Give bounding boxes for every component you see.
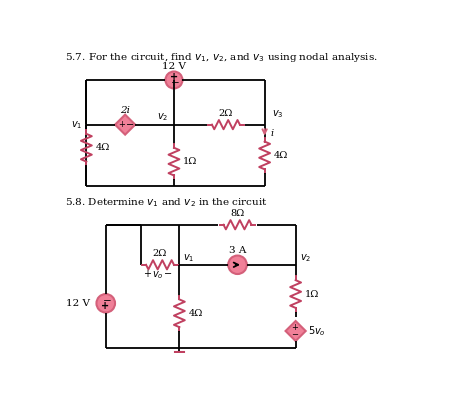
Circle shape [165, 71, 182, 89]
Text: −: − [171, 78, 180, 88]
Text: 3 A: 3 A [229, 247, 246, 255]
Text: 4Ω: 4Ω [274, 151, 288, 160]
Circle shape [228, 256, 247, 274]
Text: i: i [271, 129, 274, 139]
Text: 5.8. Determine $v_1$ and $v_2$ in the circuit: 5.8. Determine $v_1$ and $v_2$ in the ci… [65, 196, 268, 209]
Text: $5v_o$: $5v_o$ [308, 324, 326, 338]
Text: 12 V: 12 V [66, 299, 90, 308]
Circle shape [96, 294, 115, 312]
Text: +: + [143, 269, 151, 279]
Text: $v_2$: $v_2$ [157, 111, 169, 123]
Text: −: − [164, 269, 173, 279]
Text: 2Ω: 2Ω [153, 249, 167, 258]
Text: 12 V: 12 V [162, 62, 186, 71]
Text: $v_1$: $v_1$ [72, 119, 83, 131]
Text: +: + [101, 301, 109, 311]
Polygon shape [115, 115, 135, 135]
Text: $v_2$: $v_2$ [300, 252, 311, 264]
Text: −: − [292, 330, 298, 339]
Text: −: − [126, 119, 134, 130]
Text: 2Ω: 2Ω [219, 109, 233, 118]
Text: 2i: 2i [120, 106, 130, 115]
Polygon shape [285, 321, 306, 341]
Text: 4Ω: 4Ω [189, 309, 203, 318]
Text: $v_o$: $v_o$ [152, 270, 164, 281]
Text: $v_3$: $v_3$ [272, 108, 283, 120]
Text: 1Ω: 1Ω [305, 289, 319, 299]
Text: 8Ω: 8Ω [230, 210, 245, 218]
Text: +: + [170, 72, 178, 82]
Text: 1Ω: 1Ω [183, 157, 198, 166]
Text: −: − [103, 296, 112, 306]
Text: +: + [118, 120, 125, 129]
Text: +: + [292, 323, 298, 331]
Text: 5.7. For the circuit, find $v_1$, $v_2$, and $v_3$ using nodal analysis.: 5.7. For the circuit, find $v_1$, $v_2$,… [65, 52, 378, 64]
Text: 4Ω: 4Ω [96, 143, 110, 152]
Text: $v_1$: $v_1$ [183, 252, 195, 264]
